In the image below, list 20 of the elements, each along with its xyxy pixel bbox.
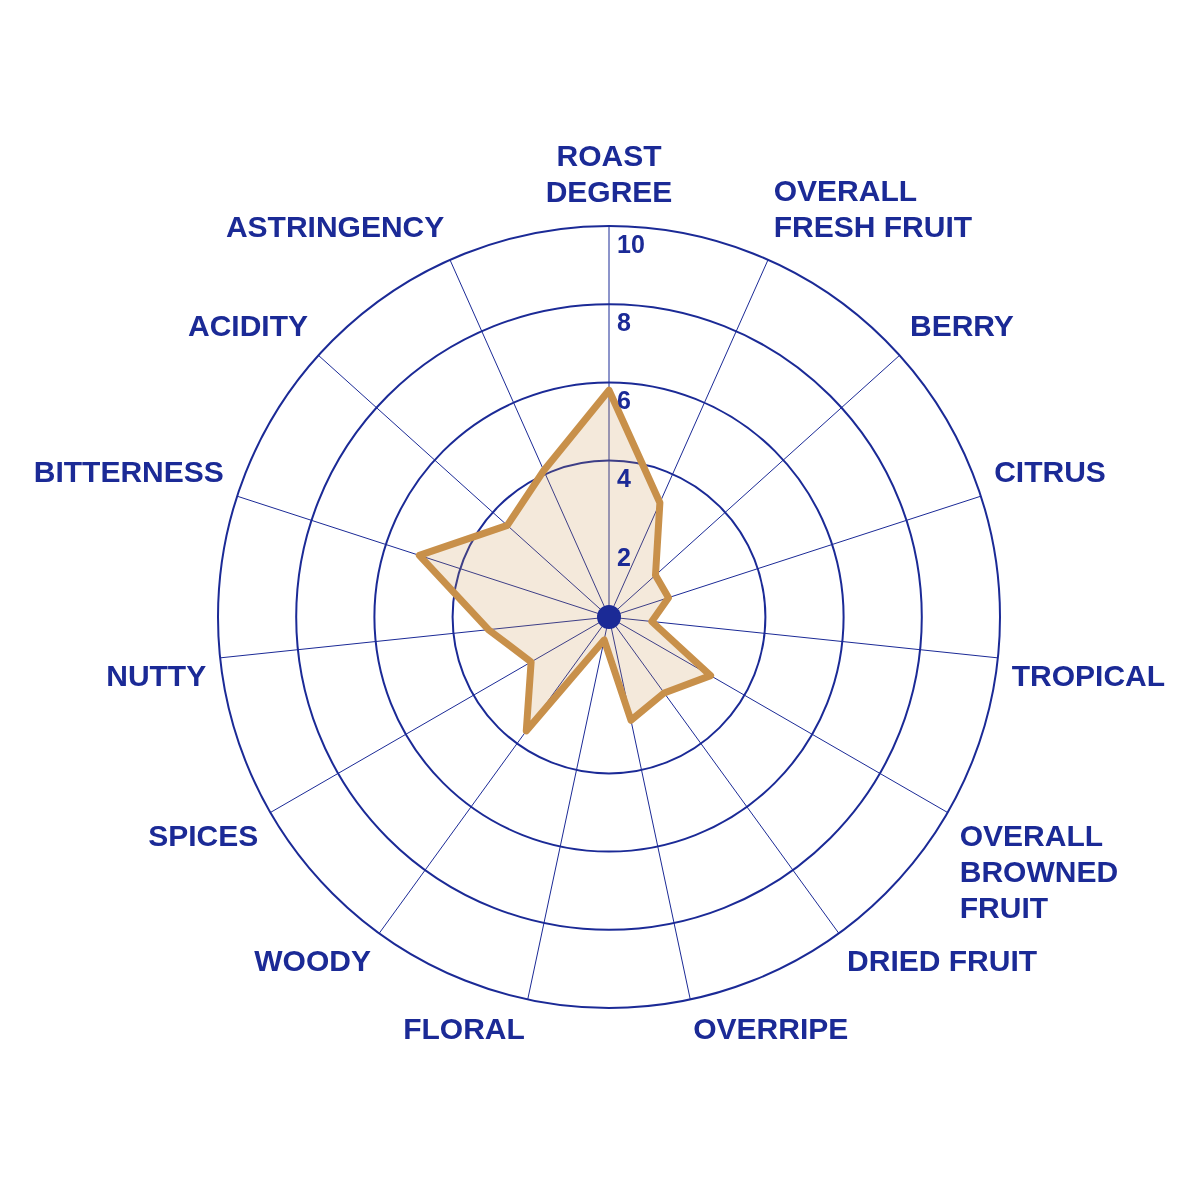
- spoke-label: OVERALL BROWNED FRUIT: [959, 818, 1119, 924]
- spoke-label: FLORAL: [403, 1012, 525, 1046]
- spoke-label: ASTRINGENCY: [225, 210, 445, 244]
- spoke-label: TROPICAL: [1011, 658, 1166, 692]
- y-tick-label: 4: [617, 464, 631, 493]
- y-tick-label: 6: [617, 386, 631, 415]
- y-tick-label: 10: [617, 229, 645, 258]
- spoke-label: BITTERNESS: [33, 455, 224, 489]
- spoke-label: SPICES: [148, 818, 259, 852]
- spoke-label: CITRUS: [994, 455, 1106, 489]
- spoke-label: BERRY: [909, 309, 1014, 343]
- spoke-label: ROAST DEGREE: [545, 139, 673, 209]
- spoke-label: NUTTY: [106, 658, 207, 692]
- y-tick-label: 8: [617, 308, 631, 337]
- spoke-label: OVERALL FRESH FRUIT: [773, 174, 973, 244]
- y-tick-label: 2: [617, 542, 631, 571]
- spoke-label: OVERRIPE: [693, 1012, 849, 1046]
- spoke-label: WOODY: [254, 943, 371, 977]
- spoke-label: DRIED FRUIT: [847, 943, 1038, 977]
- spoke-label: ACIDITY: [188, 309, 309, 343]
